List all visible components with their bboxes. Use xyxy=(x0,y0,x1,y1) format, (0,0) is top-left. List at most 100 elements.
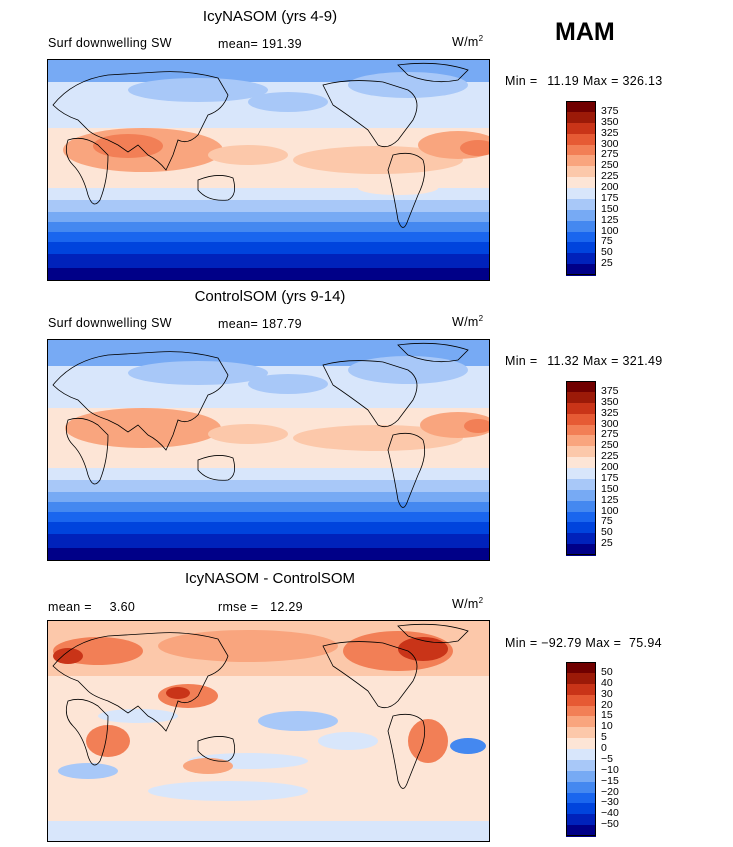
colorbar-box xyxy=(566,457,596,469)
panel3-units-sup: 2 xyxy=(478,596,484,605)
colorbar-box xyxy=(566,781,596,793)
colorbar-tick-label: −5 xyxy=(601,752,613,765)
colorbar-tick-label: 275 xyxy=(601,148,619,161)
panel1-units: W/m2 xyxy=(452,34,483,49)
colorbar-box xyxy=(566,198,596,211)
colorbar-box xyxy=(566,242,596,254)
season-label: MAM xyxy=(555,18,615,46)
colorbar-box xyxy=(566,111,596,124)
colorbar-box xyxy=(566,759,596,772)
colorbar-box xyxy=(566,672,596,685)
panel2-units-sup: 2 xyxy=(478,314,484,323)
colorbar-tick-label: −20 xyxy=(601,785,619,798)
colorbar-box xyxy=(566,101,596,113)
colorbar-frame xyxy=(566,101,596,275)
colorbar-tick-label: 200 xyxy=(601,181,619,193)
panel1-map-svg xyxy=(48,60,489,280)
colorbar-tick-label: 10 xyxy=(601,720,613,733)
colorbar-tick-label: 25 xyxy=(601,257,613,270)
colorbar-tick-label: −15 xyxy=(601,774,619,787)
panel1-coastlines xyxy=(52,62,469,228)
panel2-mean: mean= 187.79 xyxy=(218,317,302,331)
colorbar-box xyxy=(566,738,596,750)
colorbar-box xyxy=(566,435,596,447)
colorbar-tick-label: 75 xyxy=(601,235,613,248)
panel3-min-label: Min = xyxy=(505,636,538,650)
colorbar-box xyxy=(566,402,596,415)
colorbar-tick-label: 250 xyxy=(601,439,619,452)
colorbar-tick-label: 325 xyxy=(601,126,619,139)
colorbar-box xyxy=(566,166,596,178)
colorbar-tick-label: 125 xyxy=(601,493,619,506)
colorbar-box xyxy=(566,533,596,545)
panel3-rmse-value: 12.29 xyxy=(270,600,303,614)
panel2-map xyxy=(47,339,490,561)
panel1-min-label: Min = xyxy=(505,74,538,88)
panel3-title: IcyNASOM - ControlSOM xyxy=(184,570,356,587)
colorbar-tick-label: 300 xyxy=(601,417,619,430)
panel2-map-svg xyxy=(48,340,489,560)
panel2-mean-value: 187.79 xyxy=(261,317,302,331)
colorbar-box xyxy=(566,391,596,404)
panel2-max-value: 321.49 xyxy=(622,354,663,368)
panel2-min-value: 11.32 xyxy=(547,354,580,368)
colorbar-box xyxy=(566,825,596,837)
colorbar-tick-label: 50 xyxy=(601,246,613,259)
panel2-field xyxy=(48,340,489,560)
colorbar-frame xyxy=(566,662,596,836)
panel2-max-label: Max = xyxy=(582,354,619,368)
colorbar-box xyxy=(566,803,596,815)
panel2-mean-label: mean= xyxy=(218,317,259,331)
panel2-coastlines xyxy=(52,342,469,508)
colorbar-tick-label: 200 xyxy=(601,461,619,473)
colorbar-tick-label: 175 xyxy=(601,471,619,484)
panel3-coastlines xyxy=(52,623,469,789)
colorbar-tick-label: 100 xyxy=(601,504,619,517)
colorbar-box xyxy=(566,209,596,222)
colorbar-box xyxy=(566,522,596,534)
colorbar-tick-label: 175 xyxy=(601,191,619,204)
colorbar-box xyxy=(566,727,596,739)
panel3-min-value: −92.79 xyxy=(541,636,582,650)
panel1-mean-label: mean= xyxy=(218,37,259,51)
panel1-units-text: W/m xyxy=(452,35,479,50)
panel3-map-svg xyxy=(48,621,489,841)
panel3-minmax: Min = −92.79 Max = 75.94 xyxy=(505,636,662,650)
colorbar-box xyxy=(566,662,596,674)
colorbar-tick-label: 250 xyxy=(601,159,619,172)
panel3-map xyxy=(47,620,490,842)
colorbar-tick-label: 5 xyxy=(601,731,607,744)
colorbar-box xyxy=(566,253,596,265)
colorbar-tick-label: 50 xyxy=(601,526,613,539)
colorbar-box xyxy=(566,792,596,804)
panel3-rmse-label: rmse = xyxy=(218,600,259,614)
colorbar-tick-label: −40 xyxy=(601,807,619,820)
panel2-units-text: W/m xyxy=(452,315,479,330)
panel2-colorbar: 375 350 325 300 275 250 225 200 175 150 125 100 75 50… xyxy=(566,381,619,556)
panel1-mean-value: 191.39 xyxy=(261,37,302,51)
panel1-map xyxy=(47,59,490,281)
colorbar-tick-label: 150 xyxy=(601,482,619,495)
colorbar-box xyxy=(566,478,596,491)
colorbar-tick-label: 30 xyxy=(601,687,613,700)
colorbar-tick-label: −50 xyxy=(601,818,619,831)
colorbar-box xyxy=(566,446,596,458)
colorbar-tick-label: 300 xyxy=(601,137,619,150)
colorbar-tick-label: 350 xyxy=(601,395,619,408)
panel1-field-label: Surf downwelling SW xyxy=(48,36,172,50)
colorbar-box xyxy=(566,424,596,436)
colorbar-tick-label: 375 xyxy=(601,384,619,397)
panel1-units-sup: 2 xyxy=(478,34,484,43)
panel3-rmse: rmse = 12.29 xyxy=(218,600,303,614)
colorbar-box xyxy=(566,489,596,502)
colorbar-tick-label: 375 xyxy=(601,104,619,117)
panel3-units-text: W/m xyxy=(452,597,479,612)
panel1-title: IcyNASOM (yrs 4-9) xyxy=(202,8,338,25)
colorbar-tick-label: 350 xyxy=(601,115,619,128)
colorbar-box xyxy=(566,511,596,523)
panel3-max-label: Max = xyxy=(585,636,622,650)
panel1-min-value: 11.19 xyxy=(547,74,580,88)
colorbar-box xyxy=(566,133,596,145)
colorbar-tick-label: 225 xyxy=(601,170,619,183)
colorbar-box xyxy=(566,749,596,761)
